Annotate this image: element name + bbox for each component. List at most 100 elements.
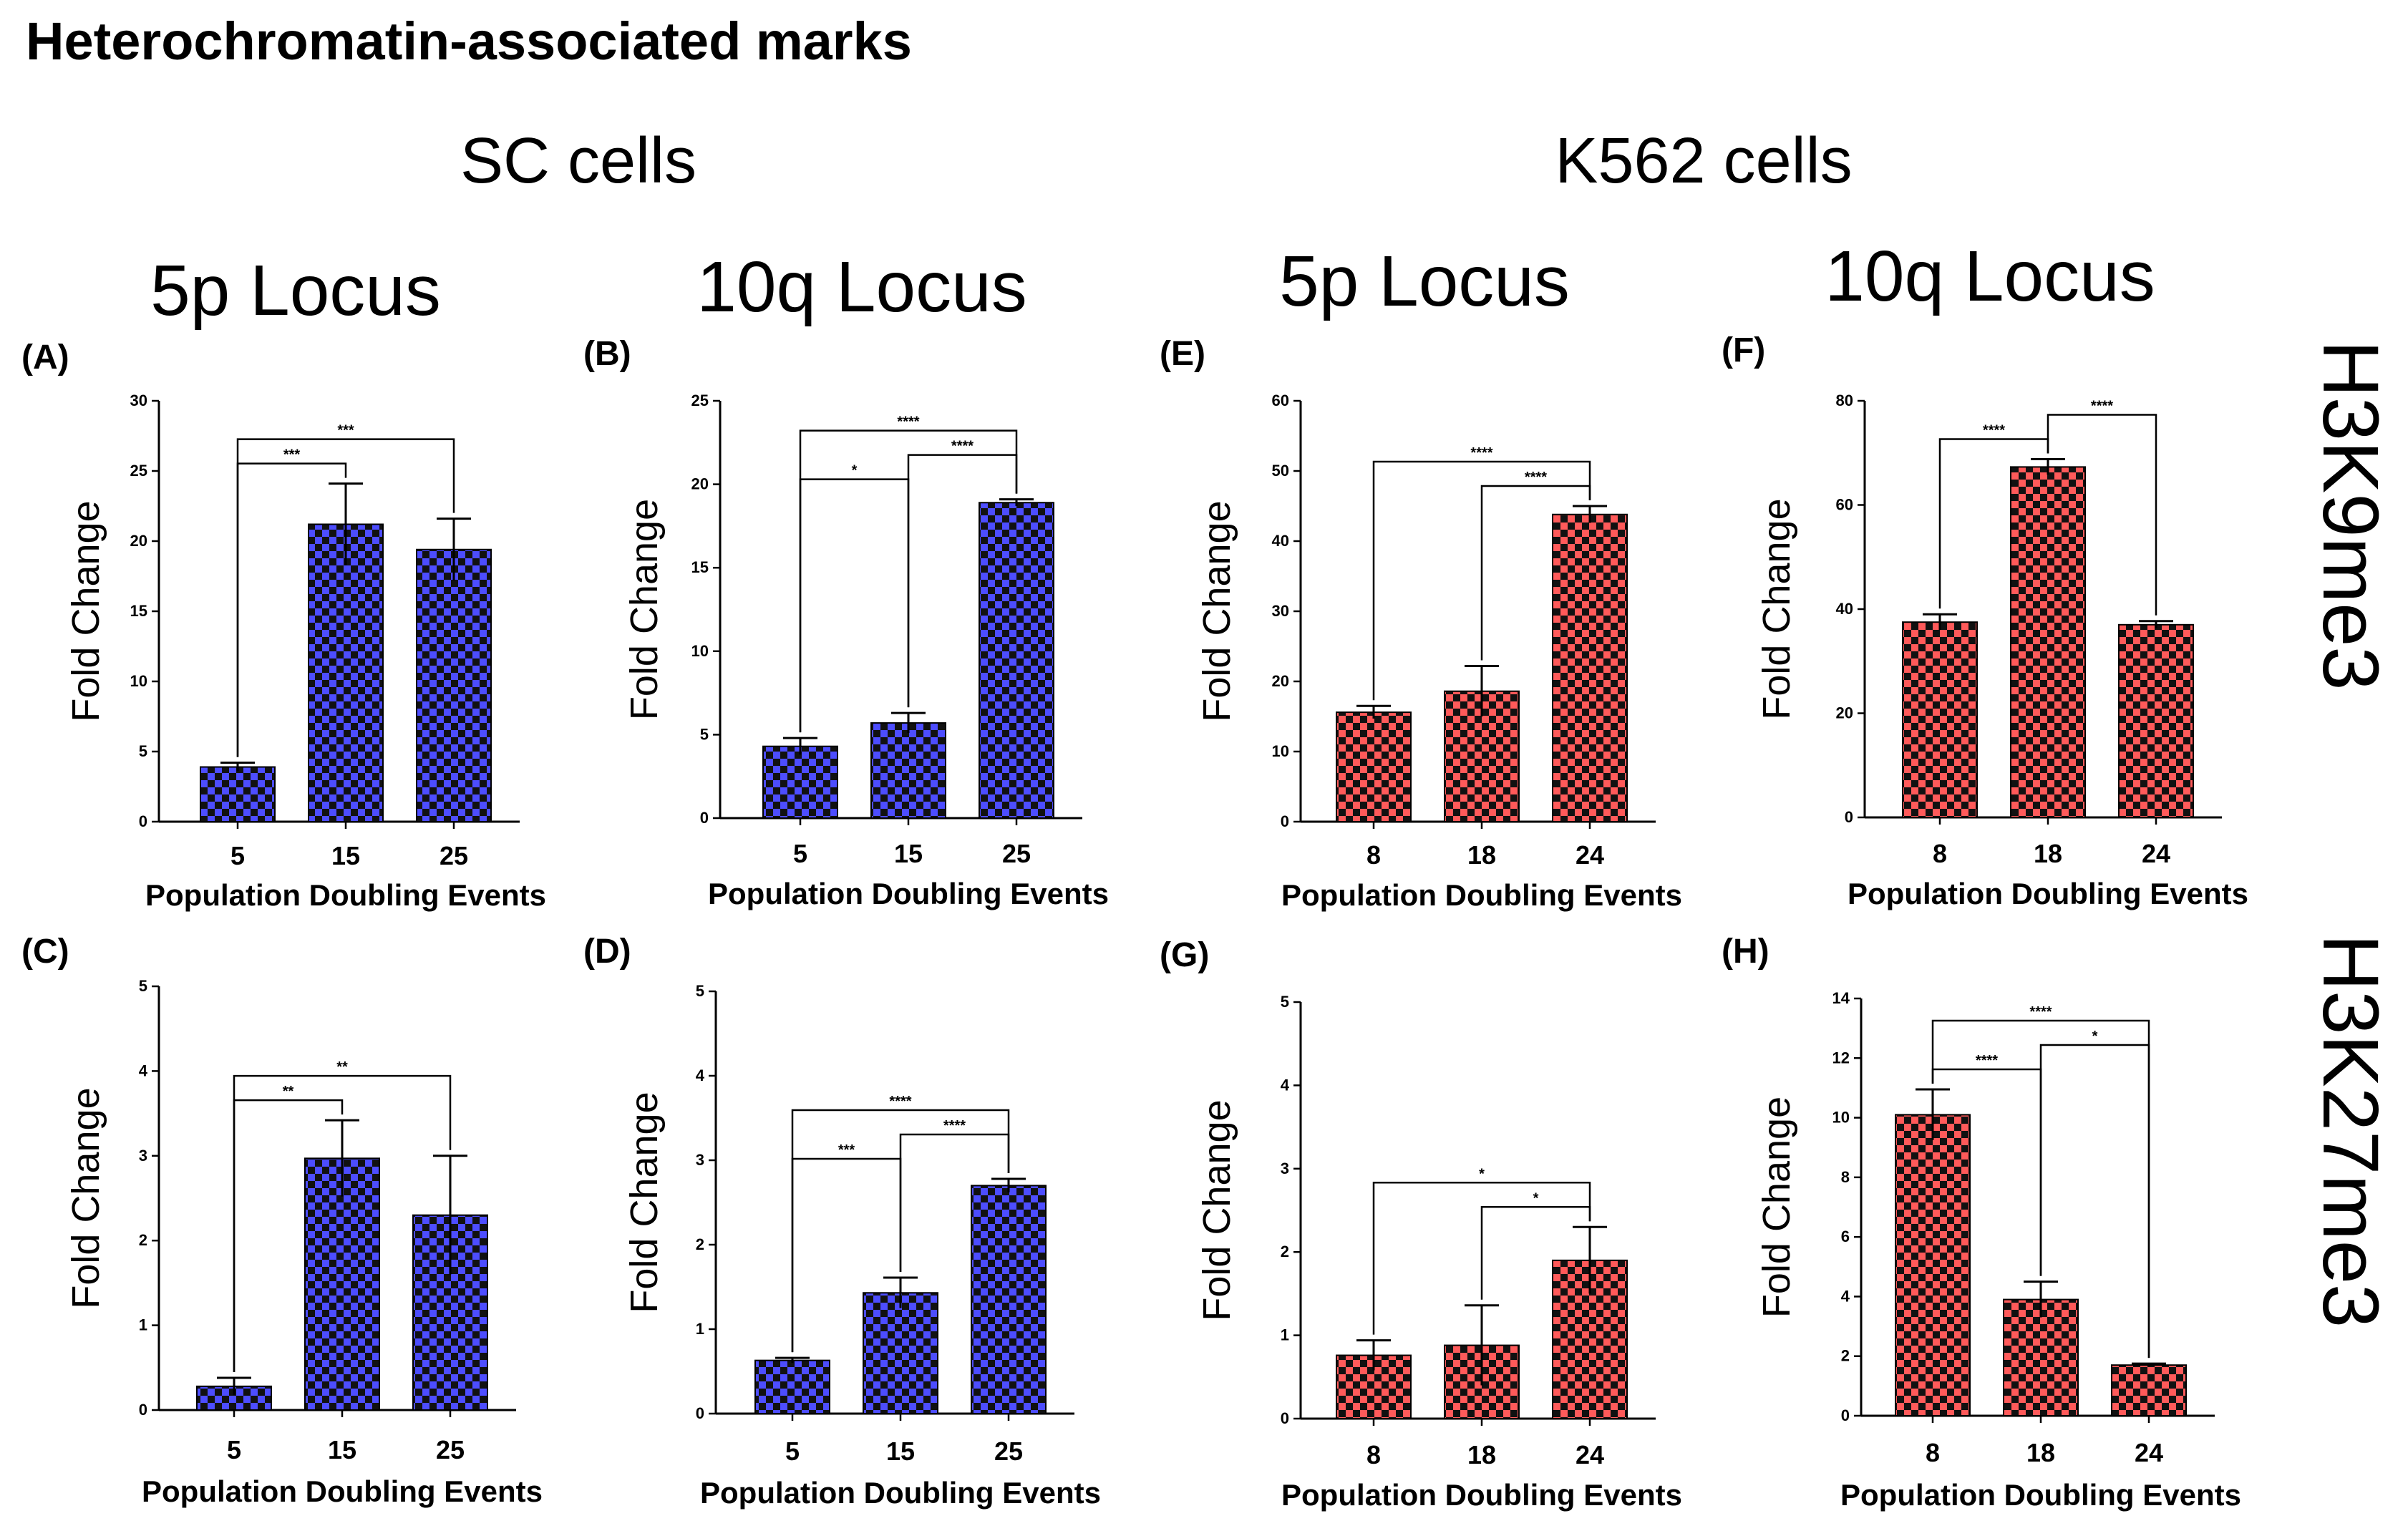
significance-bracket xyxy=(799,429,1018,733)
locus-title-sc-5p: 5p Locus xyxy=(150,251,441,331)
bar xyxy=(200,766,276,823)
panel-letter: (G) xyxy=(1160,936,1209,974)
x-tick-label: 5 xyxy=(230,841,245,870)
y-tick-label: 4 xyxy=(139,1061,148,1079)
bar xyxy=(762,745,838,819)
y-axis-label: Fold Change xyxy=(1755,1097,1798,1318)
y-tick-label: 1 xyxy=(139,1316,147,1334)
y-tick-label: 2 xyxy=(1841,1347,1850,1365)
x-tick-label: 24 xyxy=(1576,1440,1604,1469)
significance-label: **** xyxy=(1470,445,1492,461)
bar xyxy=(2118,623,2194,818)
x-axis-label: Population Doubling Events xyxy=(1848,877,2248,910)
y-tick-label: 60 xyxy=(1272,392,1289,409)
x-tick-label: 18 xyxy=(1467,1440,1496,1469)
y-tick-label: 5 xyxy=(700,725,709,743)
chart-panel: (A) 0 5 10 15 20 25 30 Fold Change 5 15 25 Populatio… xyxy=(21,339,546,912)
locus-title-k562-5p: 5p Locus xyxy=(1279,241,1570,321)
bar xyxy=(1902,621,1978,818)
significance-label: **** xyxy=(889,1094,911,1109)
locus-title-k562-10q: 10q Locus xyxy=(1825,236,2155,316)
y-tick-label: 0 xyxy=(1281,1409,1289,1427)
y-tick-label: 0 xyxy=(139,812,147,830)
y-tick-label: 40 xyxy=(1836,600,1853,618)
y-tick-label: 2 xyxy=(139,1231,147,1249)
bar xyxy=(863,1292,938,1415)
y-tick-label: 30 xyxy=(130,392,147,409)
y-tick-label: 5 xyxy=(696,982,704,1000)
x-axis-label: Population Doubling Events xyxy=(1840,1478,2241,1512)
y-tick-label: 60 xyxy=(1836,496,1853,514)
chart-panel: (G) 0 1 2 3 4 5 Fold Change 8 18 24 Population Doub… xyxy=(1160,936,1682,1512)
y-tick-label: 0 xyxy=(139,1401,147,1419)
y-tick-label: 20 xyxy=(1836,704,1853,722)
y-tick-label: 50 xyxy=(1272,462,1289,480)
y-tick-label: 15 xyxy=(130,602,147,620)
bar xyxy=(2111,1364,2187,1417)
y-tick-label: 0 xyxy=(696,1404,704,1422)
chart-panel: (F) 0 20 40 60 80 Fold Change 8 18 24 Population D… xyxy=(1722,331,2248,910)
x-axis-label: Population Doubling Events xyxy=(145,878,546,912)
significance-label: **** xyxy=(2091,398,2113,414)
y-tick-label: 0 xyxy=(1841,1406,1850,1424)
y-tick-label: 3 xyxy=(696,1151,704,1169)
y-tick-label: 4 xyxy=(1281,1076,1290,1094)
significance-bracket xyxy=(236,438,455,757)
y-tick-label: 5 xyxy=(139,977,147,995)
significance-label: * xyxy=(852,463,858,479)
figure-title: Heterochromatin-associated marks xyxy=(26,11,912,71)
x-tick-label: 15 xyxy=(886,1437,915,1466)
x-tick-label: 24 xyxy=(2142,839,2170,868)
y-tick-label: 20 xyxy=(130,532,147,550)
y-axis-label: Fold Change xyxy=(64,500,107,721)
y-tick-label: 10 xyxy=(1832,1109,1850,1127)
significance-label: * xyxy=(1479,1166,1485,1182)
y-tick-label: 5 xyxy=(139,742,147,760)
panel-letter: (A) xyxy=(21,339,69,376)
x-tick-label: 25 xyxy=(1002,839,1031,868)
y-tick-label: 10 xyxy=(1272,742,1289,760)
bar xyxy=(1552,513,1628,822)
y-tick-label: 8 xyxy=(1841,1168,1850,1186)
y-tick-label: 4 xyxy=(696,1066,705,1084)
significance-bracket xyxy=(1372,460,1591,701)
x-tick-label: 18 xyxy=(2026,1438,2055,1467)
x-axis-label: Population Doubling Events xyxy=(1281,878,1682,912)
x-tick-label: 24 xyxy=(2135,1438,2163,1467)
panel-letter: (F) xyxy=(1722,331,1765,369)
significance-label: *** xyxy=(337,423,354,439)
x-axis-label: Population Doubling Events xyxy=(1281,1478,1682,1512)
significance-label: *** xyxy=(838,1142,855,1158)
bar xyxy=(754,1359,830,1415)
y-tick-label: 80 xyxy=(1836,392,1853,409)
x-tick-label: 5 xyxy=(793,839,807,868)
y-tick-label: 3 xyxy=(1281,1160,1289,1177)
y-tick-label: 40 xyxy=(1272,532,1289,550)
y-axis-label: Fold Change xyxy=(64,1087,107,1308)
significance-bracket xyxy=(1931,1019,2150,1359)
bar xyxy=(1336,711,1412,822)
y-tick-label: 0 xyxy=(1281,812,1289,830)
significance-label: **** xyxy=(1525,470,1547,485)
y-tick-label: 6 xyxy=(1841,1228,1850,1245)
chart-panel: (E) 0 10 20 30 40 50 60 Fold Change 8 18 24 Populati… xyxy=(1160,335,1682,912)
y-tick-label: 2 xyxy=(1281,1243,1289,1260)
y-tick-label: 3 xyxy=(139,1147,147,1165)
panel-letter: (C) xyxy=(21,933,69,971)
bar xyxy=(971,1185,1047,1415)
x-tick-label: 25 xyxy=(994,1437,1023,1466)
x-tick-label: 18 xyxy=(2034,839,2062,868)
x-tick-label: 24 xyxy=(1576,840,1604,870)
significance-bracket xyxy=(791,1109,1010,1353)
x-tick-label: 5 xyxy=(227,1435,241,1464)
y-tick-label: 25 xyxy=(130,462,147,480)
significance-label: **** xyxy=(897,414,919,430)
x-tick-label: 25 xyxy=(440,841,468,870)
bar xyxy=(308,523,384,822)
panel-letter: (B) xyxy=(583,335,631,373)
y-tick-label: 0 xyxy=(1845,808,1853,826)
y-tick-label: 14 xyxy=(1832,989,1850,1007)
